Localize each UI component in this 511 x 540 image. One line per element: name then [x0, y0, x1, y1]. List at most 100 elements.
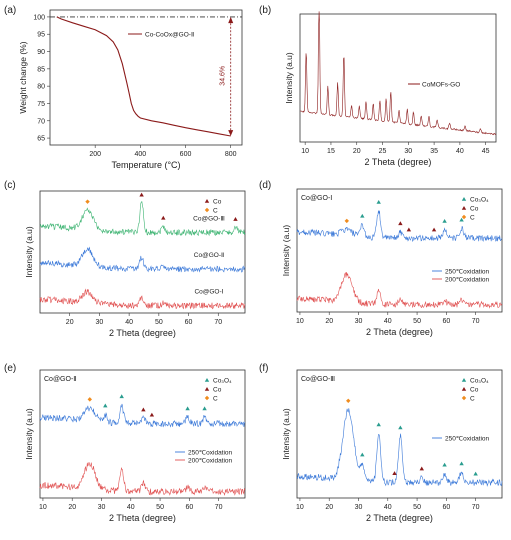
plot-frame — [39, 190, 246, 314]
y-tick-label: 90 — [37, 49, 45, 56]
legend-marker-label: Co — [470, 206, 479, 213]
peak-marker-c — [87, 397, 92, 402]
arrow-head-top — [228, 16, 234, 24]
x-axis-label: 2 Theta (degree) — [109, 513, 176, 523]
series-line — [39, 462, 246, 496]
panel-inner-label: Co@GO-Ⅱ — [44, 376, 77, 383]
legend-marker — [461, 197, 467, 201]
legend-line-label: 250℃oxidation — [445, 268, 490, 275]
y-axis-label: Intensity (a.u) — [281, 408, 291, 460]
series-line — [296, 272, 503, 309]
panel-label: (c) — [4, 180, 16, 191]
change-annotation: 34.6% — [220, 66, 227, 86]
legend-marker — [461, 387, 467, 391]
peak-marker-co3o4 — [459, 461, 464, 466]
x-tick-label: 30 — [355, 318, 363, 325]
x-tick-label: 60 — [442, 318, 450, 325]
peak-marker-co3o4 — [459, 217, 464, 222]
peak-marker-co — [419, 466, 424, 471]
x-tick-label: 45 — [482, 148, 490, 155]
peak-marker-co3o4 — [376, 422, 381, 427]
legend-line-label: 250℃oxidation — [445, 435, 490, 442]
arrow-head-bottom — [228, 130, 234, 136]
legend-marker-label: Co₃O₄ — [213, 378, 232, 385]
panel-label: (b) — [259, 5, 271, 16]
x-tick-label: 60 — [185, 319, 193, 326]
legend-line-label: 250℃oxidation — [188, 449, 233, 456]
x-tick-label: 70 — [214, 319, 222, 326]
panel-inner-label: Co@GO-Ⅲ — [301, 376, 335, 383]
peak-marker-co3o4 — [202, 406, 207, 411]
peak-marker-co3o4 — [185, 406, 190, 411]
chart-panel-a: (a) 200 400 600 800 Temperature (°C) Weight ch… — [4, 5, 243, 170]
x-tick-label: 50 — [413, 318, 421, 325]
x-tick-label: 70 — [215, 504, 223, 511]
legend-marker — [461, 206, 467, 210]
x-axis-label: Temperature (°C) — [111, 160, 180, 170]
peak-marker-co3o4 — [442, 462, 447, 467]
chart-panel-c: (c) 20 30 40 50 60 70 2 Theta (degree) Intensity… — [4, 180, 246, 338]
legend-marker-label: Co₃O₄ — [470, 197, 489, 204]
series-line — [296, 408, 503, 487]
series-label: Co@GO-Ⅱ — [194, 252, 224, 259]
peak-marker-c — [346, 398, 351, 403]
legend-line-label: 200℃oxidation — [188, 457, 233, 464]
x-tick-label: 20 — [66, 319, 74, 326]
legend-label: Co-CoOx@GO-Ⅱ — [145, 32, 194, 39]
y-tick-label: 85 — [37, 66, 45, 73]
panel-label: (e) — [4, 363, 16, 374]
plot-frame — [296, 188, 503, 313]
peak-marker-co3o4 — [442, 218, 447, 223]
y-axis-label: Intensity (a.u) — [284, 52, 294, 104]
y-tick-label: 95 — [37, 32, 45, 39]
chart-panel-d: (d) 10 20 30 40 50 60 70 2 Theta (degree) Intensi… — [259, 180, 503, 337]
plot-frame — [49, 9, 243, 146]
plot-frame — [296, 369, 503, 499]
y-tick-label: 70 — [37, 118, 45, 125]
legend-marker-label: C — [213, 396, 218, 403]
x-tick-label: 60 — [442, 504, 450, 511]
series-label: Co@GO-Ⅲ — [193, 215, 225, 222]
legend-marker-label: C — [470, 396, 475, 403]
y-tick-label: 65 — [37, 136, 45, 143]
legend-marker-c — [461, 395, 467, 401]
peak-marker-co — [161, 215, 166, 220]
peak-marker-co — [406, 227, 412, 232]
y-tick-label: 80 — [37, 84, 45, 91]
x-tick-label: 800 — [225, 151, 237, 158]
y-axis-label: Intensity (a.u) — [24, 408, 34, 460]
x-tick-label: 20 — [68, 504, 76, 511]
x-tick-label: 35 — [430, 148, 438, 155]
legend-label: CoMOFs-GO — [422, 82, 460, 89]
y-axis-label: Intensity (a.u) — [281, 225, 291, 277]
legend-marker-c — [204, 395, 210, 401]
plot-frame — [39, 369, 246, 499]
series-line — [39, 288, 246, 310]
chart-panel-e: (e) 10 20 30 40 50 60 70 2 Theta (degree) Intensi… — [4, 363, 246, 523]
x-axis-label: 2 Theta (degree) — [365, 157, 432, 167]
x-tick-label: 20 — [325, 504, 333, 511]
legend-marker — [461, 378, 467, 382]
peak-marker-co3o4 — [103, 403, 108, 408]
x-tick-label: 10 — [296, 504, 304, 511]
x-tick-label: 25 — [379, 148, 387, 155]
x-tick-label: 30 — [404, 148, 412, 155]
series-line — [39, 201, 246, 237]
peak-marker-c — [85, 199, 90, 204]
x-axis-label: 2 Theta (degree) — [366, 327, 433, 337]
x-tick-label: 70 — [472, 504, 480, 511]
chart-panel-b: (b) 10 15 20 25 30 35 40 45 2 Theta (degree) Inten… — [259, 5, 497, 167]
x-tick-label: 40 — [127, 504, 135, 511]
y-tick-label: 75 — [37, 101, 45, 108]
legend-marker-label: Co — [213, 387, 222, 394]
panel-label: (f) — [259, 363, 268, 374]
legend-marker-c — [461, 214, 467, 220]
x-tick-label: 600 — [180, 151, 192, 158]
x-tick-label: 30 — [96, 319, 104, 326]
y-axis-label: Intensity (a.u) — [24, 226, 34, 278]
series-label: Co@GO-Ⅰ — [194, 288, 223, 295]
legend-marker-label: C — [470, 215, 475, 222]
peak-marker-co — [141, 407, 146, 412]
x-axis-label: 2 Theta (degree) — [366, 513, 433, 523]
peak-marker-co — [392, 471, 397, 475]
